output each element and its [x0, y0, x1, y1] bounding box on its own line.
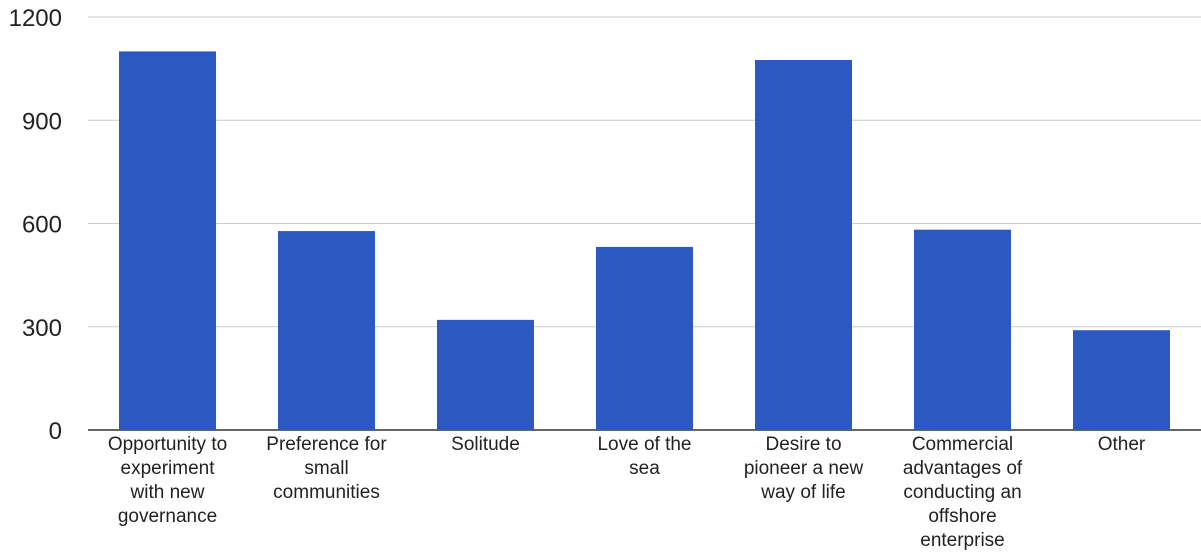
category-label-line: small	[304, 458, 349, 479]
category-label-line: conducting an	[903, 482, 1022, 503]
x-category-label: Other	[1047, 433, 1197, 457]
category-label-line: Opportunity to	[107, 434, 228, 455]
bar	[755, 60, 852, 430]
y-tick-label: 600	[22, 212, 62, 239]
x-category-label: Desire to pioneer a new way of life	[729, 433, 879, 505]
category-label-line: way of life	[761, 482, 846, 503]
x-category-label: Love of the sea	[570, 433, 720, 481]
y-tick-label: 900	[22, 108, 62, 135]
y-tick-label: 0	[49, 418, 62, 445]
category-label-line: Desire to	[765, 434, 842, 455]
category-label-line: sea	[629, 458, 660, 479]
category-label-line: Solitude	[451, 434, 520, 455]
category-label-line: advantages of	[902, 458, 1023, 479]
category-label-line: Preference for	[266, 434, 387, 455]
category-label-line: communities	[273, 482, 380, 503]
bar	[596, 246, 693, 430]
y-tick-label: 300	[22, 315, 62, 342]
x-category-label: Commercial advantages of conducting an offs…	[888, 433, 1038, 553]
bar	[119, 51, 216, 431]
category-label-line: Other	[1097, 434, 1146, 455]
y-tick-label: 1200	[9, 5, 62, 32]
bar	[437, 319, 534, 430]
category-label-line: Love of the	[597, 434, 692, 455]
x-category-label: Solitude	[411, 433, 561, 457]
category-label-line: enterprise	[920, 530, 1005, 551]
x-category-label: Preference for small communities	[252, 433, 402, 505]
bar	[1073, 330, 1170, 430]
x-category-label: Opportunity to experiment with new governan…	[93, 433, 243, 529]
category-label-line: pioneer a new	[743, 458, 864, 479]
category-label-line: with new	[130, 482, 205, 503]
category-label-line: governance	[117, 506, 218, 527]
category-label-line: experiment	[120, 458, 215, 479]
bar	[278, 231, 375, 430]
category-label-line: offshore	[928, 506, 997, 527]
category-label-line: Commercial	[911, 434, 1014, 455]
bar	[914, 229, 1011, 430]
